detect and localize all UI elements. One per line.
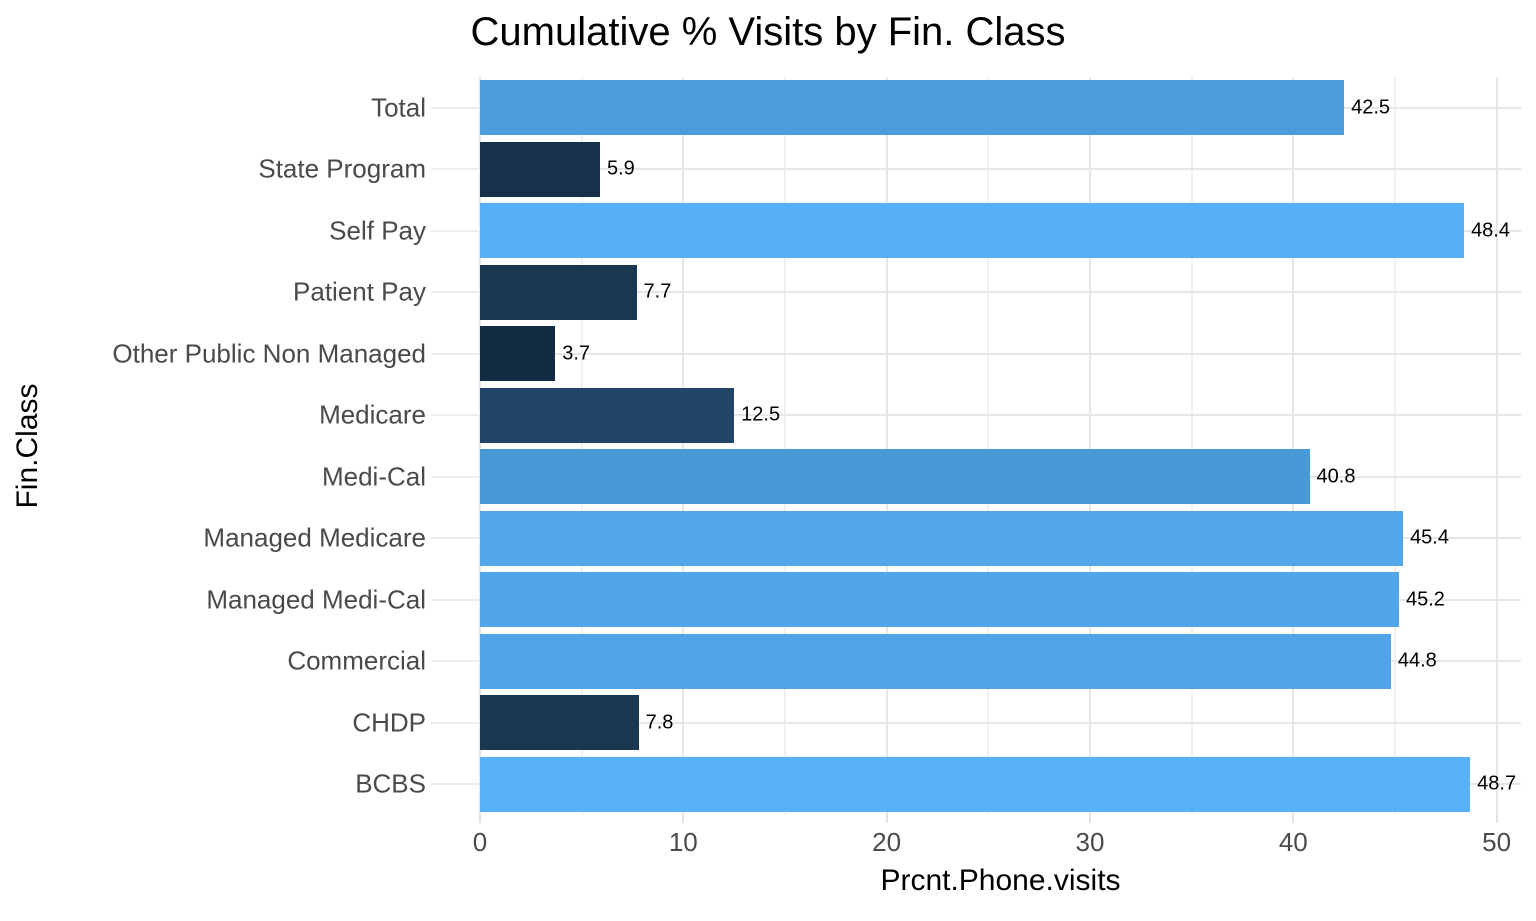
y-tick-mark [431,537,479,540]
gridline-minor-x-35 [1190,77,1193,815]
gridline-major-x-10 [682,77,685,815]
bar-value-label: 48.7 [1477,772,1517,795]
y-tick-mark [431,229,479,232]
y-tick-mark [431,168,479,171]
bar-managed-medicare [480,510,1404,566]
y-tick-mark [431,106,479,109]
x-tick-mark [682,815,685,823]
gridline-major-x-30 [1088,77,1091,815]
x-tick-mark [1292,815,1295,823]
bar-value-label: 7.8 [645,711,674,734]
y-tick-mark [431,660,479,663]
bar-commercial [480,633,1391,689]
bar-value-label: 5.9 [606,157,635,180]
gridline-y-10 [480,721,1521,724]
y-tick-label-managed-medicare: Managed Medicare [203,522,426,553]
y-axis-title: Fin.Class [11,383,44,509]
bar-chdp [480,695,639,751]
y-tick-mark [431,414,479,417]
bar-value-label: 40.8 [1316,465,1356,488]
gridline-major-x-50 [1495,77,1498,815]
x-tick-label-20: 20 [872,827,902,857]
x-tick-label-40: 40 [1278,827,1308,857]
gridline-minor-x-15 [783,77,786,815]
chart-title: Cumulative % Visits by Fin. Class [470,10,1066,54]
x-tick-label-0: 0 [472,827,488,857]
y-tick-label-commercial: Commercial [287,645,426,676]
bar-medicare [480,387,735,443]
x-tick-mark [1495,815,1498,823]
y-tick-label-medi-cal: Medi-Cal [321,461,426,492]
gridline-minor-x-5 [580,77,583,815]
gridline-y-1 [480,168,1521,171]
y-tick-mark [431,352,479,355]
x-tick-mark [885,815,888,823]
bar-value-label: 12.5 [741,403,781,426]
bar-self-pay [480,203,1465,259]
bar-managed-medi-cal [480,572,1399,628]
gridline-major-x-0 [479,77,481,815]
y-tick-mark [431,721,479,724]
x-axis-title: Prcnt.Phone.visits [880,864,1121,897]
y-tick-mark [431,475,479,478]
y-tick-label-managed-medi-cal: Managed Medi-Cal [206,584,426,615]
bar-patient-pay [480,264,637,320]
y-tick-mark [431,291,479,294]
gridline-y-4 [480,352,1521,355]
y-tick-mark [431,598,479,601]
gridline-minor-x-45 [1393,77,1396,815]
y-tick-label-other-public-non-managed: Other Public Non Managed [112,338,426,369]
x-tick-mark [1088,815,1091,823]
y-tick-mark [431,783,479,786]
gridline-minor-x-25 [987,77,990,815]
bar-value-label: 44.8 [1397,649,1437,672]
gridline-major-x-20 [885,77,888,815]
bar-other-public-non-managed [480,326,556,382]
y-tick-label-total: Total [371,92,426,123]
bar-state-program [480,141,600,197]
x-tick-label-10: 10 [668,827,698,857]
gridline-major-x-40 [1292,77,1295,815]
y-tick-label-medicare: Medicare [319,399,426,430]
bar-value-label: 42.5 [1351,96,1391,119]
y-tick-label-self-pay: Self Pay [329,215,426,246]
gridline-y-3 [480,291,1521,294]
bar-total [480,80,1345,136]
bar-bcbs [480,756,1471,812]
x-tick-label-30: 30 [1075,827,1105,857]
bar-value-label: 45.4 [1410,526,1449,549]
bar-value-label: 45.2 [1406,588,1445,611]
plot-panel: 42.5 5.9 48.4 7.7 3.7 12.5 40.8 45.4 45.2 44.8 7.8… [479,77,1521,815]
y-axis-labels: Total State Program Self Pay Patient Pay Oth… [0,77,426,815]
bar-value-label: 3.7 [562,342,591,365]
bar-value-label: 7.7 [643,280,672,303]
y-tick-label-patient-pay: Patient Pay [293,276,426,307]
x-tick-mark [479,815,481,823]
bar-value-label: 48.4 [1471,219,1510,242]
x-tick-label-50: 50 [1482,827,1512,857]
y-tick-label-chdp: CHDP [352,707,426,738]
y-tick-label-bcbs: BCBS [355,768,426,799]
y-tick-label-state-program: State Program [258,153,426,184]
gridline-y-5 [480,414,1521,417]
bar-medi-cal [480,449,1310,505]
